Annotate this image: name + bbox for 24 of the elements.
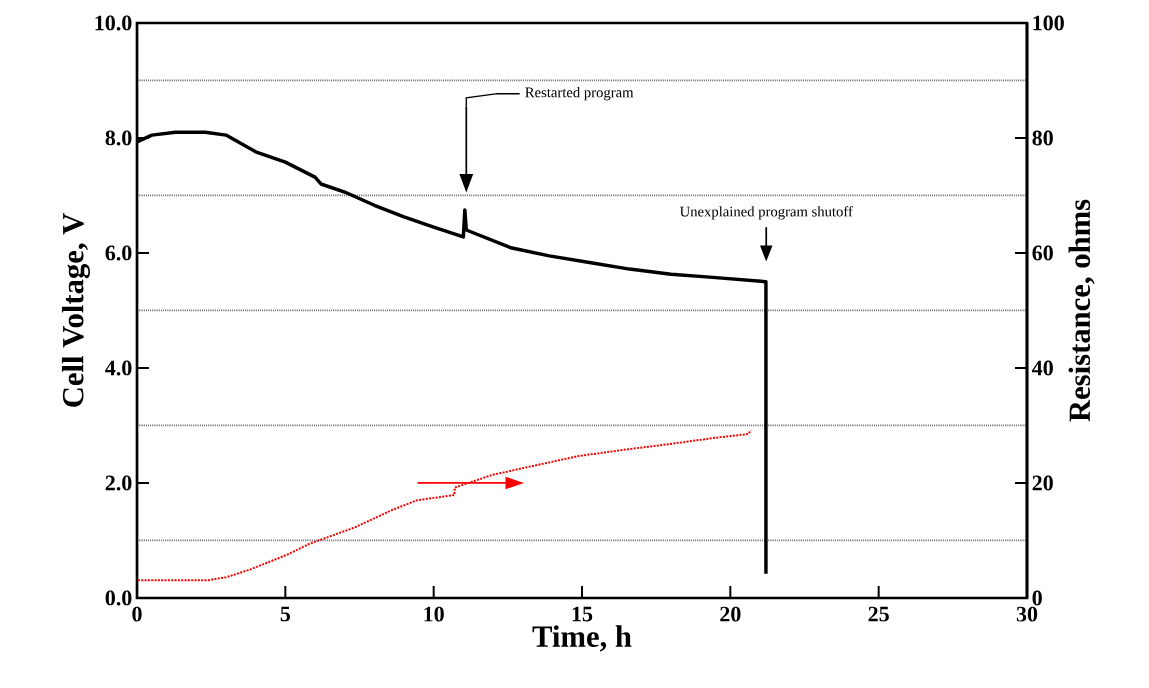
y2-tick-label: 20 xyxy=(1032,475,1053,491)
y-tick-label: 4.0 xyxy=(105,360,132,376)
y-tick-label: 2.0 xyxy=(105,475,132,491)
y2-tick-label: 60 xyxy=(1032,245,1053,261)
annotation: Unexplained program shutoff xyxy=(679,206,853,220)
y2-tick-label: 100 xyxy=(1033,15,1064,31)
y-tick-label: 10.0 xyxy=(95,15,132,31)
x-tick-label: 20 xyxy=(720,606,741,622)
y-tick-label: 0.0 xyxy=(105,590,132,606)
x-tick-label: 30 xyxy=(1016,606,1038,622)
y2-axis-title: Resistance, ohms xyxy=(1068,199,1095,422)
x-tick-label: 0 xyxy=(132,606,142,622)
y2-tick-label: 80 xyxy=(1032,130,1053,146)
x-tick-label: 5 xyxy=(280,606,291,622)
y-tick-label: 6.0 xyxy=(105,245,132,261)
x-tick-label: 10 xyxy=(424,606,444,622)
x-tick-label: 15 xyxy=(572,606,593,622)
x-axis-title: Time, h xyxy=(532,625,632,652)
y2-tick-label: 0 xyxy=(1032,590,1042,606)
x-tick-label: 25 xyxy=(868,606,889,622)
y-tick-label: 8.0 xyxy=(105,130,132,146)
y2-tick-label: 40 xyxy=(1032,360,1053,376)
y-axis-title: Cell Voltage, V xyxy=(61,213,90,407)
annotation: Restarted program xyxy=(525,87,634,101)
